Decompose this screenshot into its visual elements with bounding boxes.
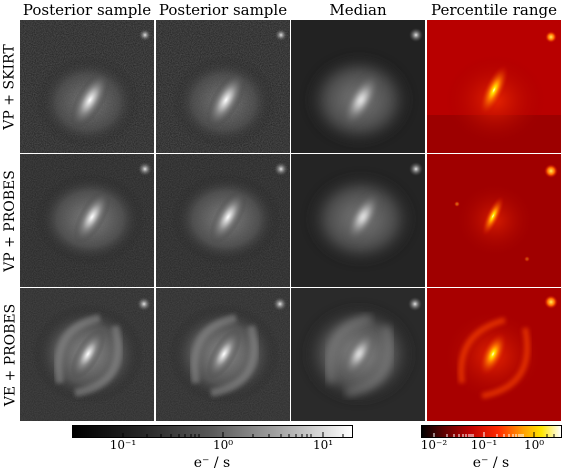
column-title-median: Median [329, 1, 387, 19]
galaxy-image [427, 20, 561, 153]
galaxy-image [156, 20, 290, 153]
colorbar-gray-unit-label: e⁻ / s [193, 455, 231, 471]
column-title-posterior-sample-2: Posterior sample [158, 1, 288, 19]
galaxy-image [427, 288, 561, 421]
column-title-percentile-range: Percentile range [431, 1, 557, 19]
galaxy-image [20, 154, 154, 287]
colorbar-hot [421, 425, 562, 438]
panel-ve-probes-posterior-sample-2 [156, 288, 290, 421]
galaxy-image [291, 288, 425, 421]
row-label-vp-skirt: VP + SKIRT [2, 43, 18, 130]
panel-vp-probes-posterior-sample-1 [20, 154, 154, 287]
panel-ve-probes-percentile-range [427, 288, 561, 421]
row-label-ve-probes: VE + PROBES [2, 303, 18, 406]
galaxy-image [291, 154, 425, 287]
panel-vp-skirt-posterior-sample-1 [20, 20, 154, 153]
colorbar-hot-ticks [433, 432, 555, 437]
colorbar-hot-tick-label: 10⁰ [523, 438, 545, 452]
colorbar-hot-tick-label: 10⁻² [420, 438, 448, 452]
panel-vp-skirt-percentile-range [427, 20, 561, 153]
galaxy-image [291, 20, 425, 153]
colorbar-gray-tick-label: 10¹ [312, 438, 334, 452]
galaxy-image [20, 288, 154, 421]
panel-vp-probes-median [291, 154, 425, 287]
column-title-posterior-sample-1: Posterior sample [22, 1, 152, 19]
colorbar-gray [72, 425, 353, 438]
panel-vp-skirt-posterior-sample-2 [156, 20, 290, 153]
panel-ve-probes-median [291, 288, 425, 421]
colorbar-gray-ticks [122, 432, 344, 437]
panel-vp-skirt-median [291, 20, 425, 153]
colorbar-hot-tick-label: 10⁻¹ [470, 438, 498, 452]
row-label-vp-probes: VP + PROBES [2, 169, 19, 272]
panel-ve-probes-posterior-sample-1 [20, 288, 154, 421]
galaxy-image [156, 288, 290, 421]
panel-vp-probes-posterior-sample-2 [156, 154, 290, 287]
galaxy-image [156, 154, 290, 287]
colorbar-hot-unit-label: e⁻ / s [472, 455, 510, 471]
galaxy-image [427, 154, 561, 287]
galaxy-image [20, 20, 154, 153]
colorbar-gray-tick-label: 10⁻¹ [109, 438, 137, 452]
colorbar-gray-tick-label: 10⁰ [212, 438, 234, 452]
panel-vp-probes-percentile-range [427, 154, 561, 287]
